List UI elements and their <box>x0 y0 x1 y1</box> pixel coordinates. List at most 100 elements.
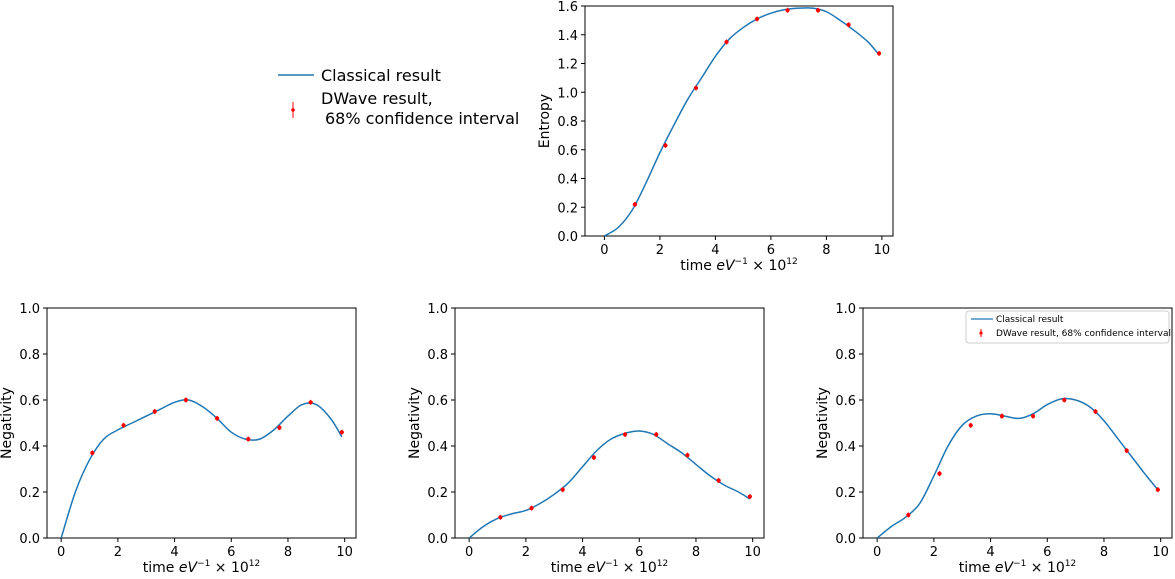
dwave-data-point <box>815 8 821 13</box>
dwave-data-point <box>246 437 251 442</box>
x-tick-label: 8 <box>1100 545 1108 560</box>
y-tick-label: 0.6 <box>835 394 856 409</box>
x-axis-label-part: −1 <box>605 559 618 569</box>
y-tick-label: 0.0 <box>19 532 40 547</box>
dwave-data-point <box>937 471 942 476</box>
x-axis-label-part: × 10 <box>210 560 248 576</box>
x-tick-label: 2 <box>522 545 530 560</box>
dwave-data-point <box>308 400 313 405</box>
plot-frame <box>584 5 894 237</box>
x-axis-label-part: eV <box>995 560 1015 576</box>
dwave-data-point <box>693 85 699 91</box>
legend-classical-label: Classical result <box>321 66 441 85</box>
x-tick-label: 6 <box>635 545 643 560</box>
legend-dwave-marker-sample <box>291 108 295 112</box>
x-tick-label: 10 <box>874 243 891 258</box>
dwave-data-point <box>183 397 189 403</box>
x-tick-label: 8 <box>284 545 292 560</box>
x-tick-label: 0 <box>465 545 473 560</box>
dwave-data-point <box>877 51 882 56</box>
x-axis-label-part: eV <box>716 258 736 274</box>
dwave-data-point <box>724 39 729 45</box>
y-tick-label: 0.8 <box>19 348 40 363</box>
x-tick-label: 2 <box>930 545 938 560</box>
x-tick-label: 4 <box>578 545 586 560</box>
x-axis-label-part: time <box>959 560 995 576</box>
x-tick-label: 6 <box>227 545 235 560</box>
small-legend-dwave-marker-sample <box>979 331 983 335</box>
dwave-data-point <box>654 432 659 437</box>
y-tick-label: 1.0 <box>427 302 448 317</box>
dwave-data-point <box>754 16 760 22</box>
dwave-data-point <box>685 453 690 458</box>
dwave-data-point <box>632 202 638 207</box>
dwave-data-point <box>968 423 973 428</box>
x-axis-label-part: 12 <box>249 559 260 569</box>
classical-result-line <box>60 399 343 539</box>
y-tick-label: 0.4 <box>19 440 40 455</box>
y-axis-label: Entropy <box>537 94 553 148</box>
dwave-data-point <box>785 8 790 13</box>
y-tick-label: 0.2 <box>557 201 578 216</box>
dwave-data-point <box>1155 487 1160 492</box>
dwave-data-point <box>560 487 565 492</box>
dwave-data-point <box>498 515 503 520</box>
x-axis-label-part: × 10 <box>618 560 656 576</box>
dwave-data-point <box>747 494 752 499</box>
y-tick-label: 0.4 <box>835 440 856 455</box>
dwave-data-point <box>1030 414 1036 419</box>
dwave-data-point <box>529 506 534 511</box>
x-axis-label-part: eV <box>179 560 199 576</box>
dwave-data-point <box>339 430 344 435</box>
small-legend-classical-label: Classical result <box>996 315 1064 325</box>
classical-result-line <box>876 397 1159 539</box>
small-legend-dwave-label: DWave result, 68% confidence interval <box>996 329 1171 339</box>
y-tick-label: 1.0 <box>19 302 40 317</box>
dwave-data-point <box>663 143 668 148</box>
y-tick-label: 1.2 <box>557 58 578 73</box>
x-axis-label-part: time <box>680 258 716 274</box>
dwave-data-point <box>846 22 851 27</box>
y-tick-label: 0.2 <box>19 486 40 501</box>
y-tick-label: 0.6 <box>557 144 578 159</box>
main-legend: Classical result DWave result, 68% confi… <box>278 66 519 128</box>
y-tick-label: 0.0 <box>557 230 578 245</box>
legend-dwave-label-line2: 68% confidence interval <box>325 109 519 128</box>
y-tick-label: 1.4 <box>557 29 578 44</box>
y-axis-label: Negativity <box>407 387 423 459</box>
y-axis-label: Negativity <box>0 387 15 459</box>
x-tick-label: 10 <box>336 545 353 560</box>
dwave-data-point <box>214 416 220 421</box>
y-tick-label: 0.8 <box>835 348 856 363</box>
classical-result-line <box>604 7 880 237</box>
x-axis-label-part: × 10 <box>748 258 786 274</box>
x-axis-label-part: 12 <box>1065 559 1076 569</box>
x-tick-label: 8 <box>822 243 830 258</box>
dwave-data-point <box>999 414 1005 419</box>
x-tick-label: 10 <box>1152 545 1169 560</box>
y-tick-label: 0.2 <box>835 486 856 501</box>
dwave-data-point <box>152 409 157 414</box>
dwave-data-point <box>90 450 95 455</box>
x-axis-label: time eV−1 × 1012 <box>959 559 1076 576</box>
negativity-chart-middle: 0 2 4 6 8 10 0.0 0.2 0.4 0.6 0.8 1.0 Negativity time … <box>407 302 765 576</box>
dwave-data-point <box>591 455 597 460</box>
dwave-data-point <box>622 432 628 437</box>
plot-frame <box>454 307 765 539</box>
y-tick-label: 0.6 <box>19 394 40 409</box>
x-tick-label: 6 <box>1043 545 1051 560</box>
x-axis-label-part: eV <box>587 560 607 576</box>
y-tick-label: 1.0 <box>835 302 856 317</box>
y-tick-label: 1.0 <box>557 86 578 101</box>
y-axis-label: Negativity <box>815 387 831 459</box>
x-axis-label: time eV−1 × 1012 <box>143 559 260 576</box>
x-axis-label-part: × 10 <box>1026 560 1064 576</box>
y-tick-label: 0.0 <box>427 532 448 547</box>
small-legend-box <box>965 310 1170 344</box>
negativity-chart-left: 0 2 4 6 8 10 0.0 0.2 0.4 0.6 0.8 1.0 Negativity time … <box>0 302 357 576</box>
dwave-data-point <box>1124 448 1129 453</box>
small-legend: Classical result DWave result, 68% confi… <box>965 310 1171 344</box>
y-tick-label: 1.6 <box>557 0 578 15</box>
x-axis-label: time eV−1 × 1012 <box>680 257 797 274</box>
